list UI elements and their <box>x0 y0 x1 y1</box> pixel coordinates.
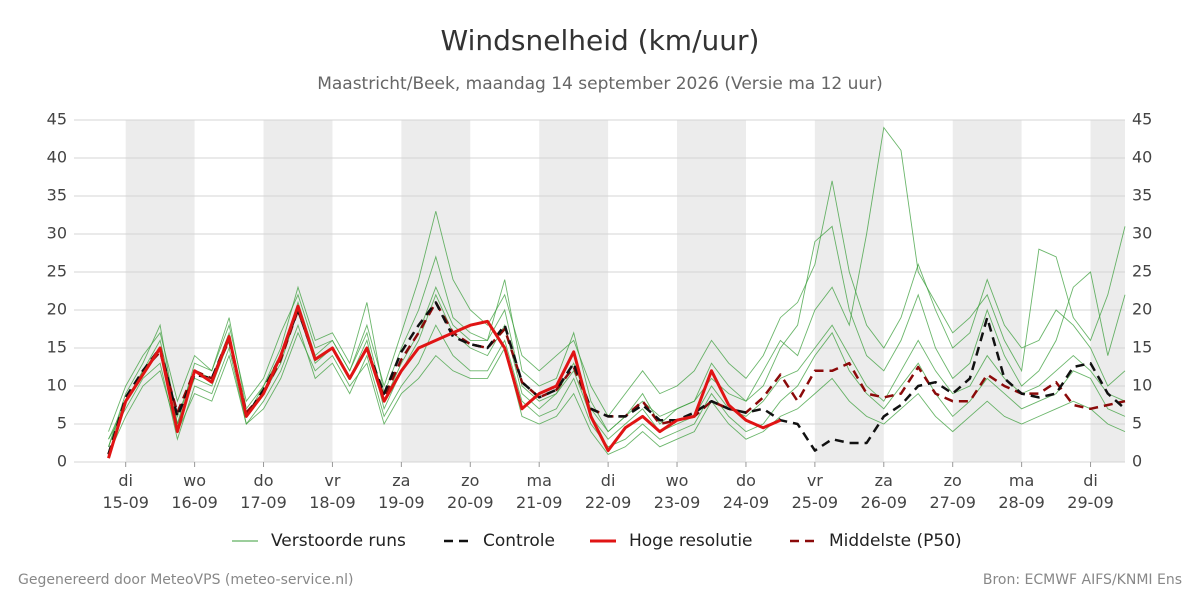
day-shade <box>401 120 471 462</box>
y2-tick-label: 35 <box>1132 186 1152 205</box>
y-tick-label: 10 <box>47 376 67 395</box>
y2-tick-label: 30 <box>1132 224 1152 243</box>
day-shade <box>677 120 746 462</box>
x-tick-label: do 24-09 <box>722 471 770 512</box>
day-shade <box>814 120 884 462</box>
y-tick-label: 45 <box>47 110 67 129</box>
x-tick-label: zo 20-09 <box>447 471 494 512</box>
x-tick-label: vr 18-09 <box>309 471 356 512</box>
ensemble-line <box>108 331 1126 455</box>
legend-label: Middelste (P50) <box>829 531 962 551</box>
x-tick-label: za 26-09 <box>860 471 908 512</box>
y2-tick-label: 10 <box>1132 376 1152 395</box>
y-tick-label: 20 <box>47 300 67 319</box>
y2-tick-label: 5 <box>1132 414 1142 433</box>
x-tick-label: vr 25-09 <box>791 471 839 512</box>
x-tick-label: wo 23-09 <box>653 471 701 512</box>
y-tick-label: 5 <box>57 414 67 433</box>
legend-label: Verstoorde runs <box>271 531 406 551</box>
y-tick-label: 30 <box>47 224 67 243</box>
ensemble-line <box>108 180 1126 432</box>
y-tick-label: 35 <box>47 186 67 205</box>
footer-left: Gegenereerd door MeteoVPS (meteo-service… <box>18 572 353 588</box>
y-tick-label: 15 <box>47 338 67 357</box>
y2-tick-label: 25 <box>1132 262 1152 281</box>
x-tick-label: di 15-09 <box>102 471 149 512</box>
y-tick-label: 40 <box>47 148 67 167</box>
legend-label: Hoge resolutie <box>629 531 753 551</box>
x-tick-label: do 17-09 <box>240 471 287 512</box>
day-shade <box>539 120 609 462</box>
y2-tick-label: 0 <box>1132 452 1142 471</box>
legend-label: Controle <box>483 531 555 551</box>
day-shade <box>952 120 1022 462</box>
x-tick-label: zo 27-09 <box>929 471 976 512</box>
background <box>74 119 1125 463</box>
y-tick-label: 25 <box>47 262 67 281</box>
x-tick-label: za 19-09 <box>378 471 425 512</box>
footer-right: Bron: ECMWF AIFS/KNMI Ens <box>983 572 1182 588</box>
x-tick-label: di 29-09 <box>1067 471 1114 512</box>
day-shade <box>263 120 333 462</box>
x-tick-label: ma 21-09 <box>515 471 563 512</box>
x-tick-label: ma 28-09 <box>998 471 1045 512</box>
chart-subtitle: Maastricht/Beek, maandag 14 september 20… <box>317 74 883 94</box>
series-line <box>107 304 782 459</box>
x-tick-label: di 22-09 <box>584 471 632 512</box>
ensemble-line <box>108 323 1126 448</box>
y2-tick-label: 20 <box>1132 300 1152 319</box>
y2-tick-label: 15 <box>1132 338 1152 357</box>
day-shade <box>1090 120 1125 462</box>
y2-tick-label: 40 <box>1132 148 1152 167</box>
y2-tick-label: 45 <box>1132 110 1152 129</box>
plot <box>107 126 1126 459</box>
x-tick-label: wo 16-09 <box>171 471 218 512</box>
chart-title: Windsnelheid (km/uur) <box>441 24 760 57</box>
y-tick-label: 0 <box>57 452 67 471</box>
